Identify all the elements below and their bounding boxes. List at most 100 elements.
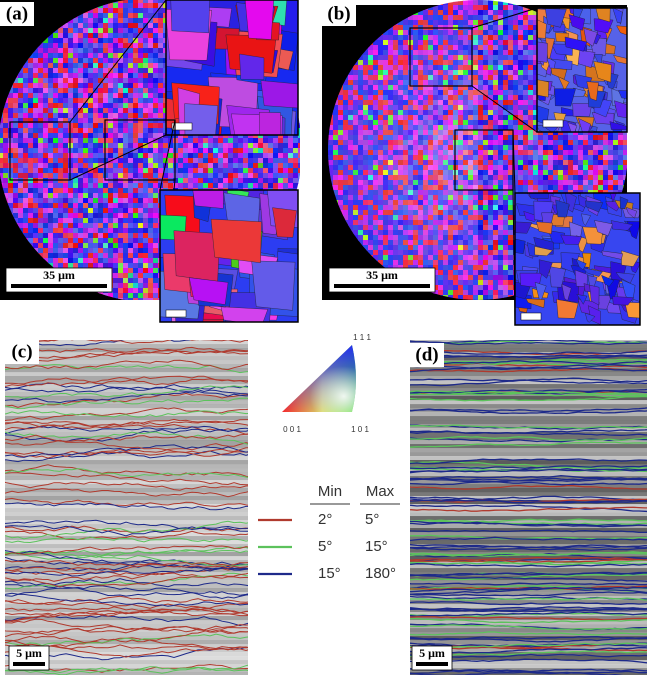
grain (108, 253, 114, 259)
grain (483, 0, 489, 6)
grain (93, 123, 99, 129)
grain (48, 128, 54, 134)
grain (113, 243, 119, 249)
grain (273, 173, 279, 179)
grain (83, 203, 89, 209)
grain (98, 213, 104, 219)
grain (133, 218, 139, 224)
grain (88, 53, 94, 59)
grain (143, 48, 149, 54)
grain (473, 60, 479, 66)
grain (273, 168, 279, 174)
grain (68, 83, 74, 89)
grain (128, 168, 134, 174)
grain (133, 13, 139, 19)
grain (118, 38, 124, 44)
grain (123, 33, 129, 39)
grain (363, 90, 369, 96)
grain (28, 123, 34, 129)
grain (63, 253, 69, 259)
grain (488, 40, 494, 46)
grain (118, 133, 124, 139)
grain (523, 25, 529, 31)
grain (443, 65, 449, 71)
grain (193, 133, 199, 139)
grain (0, 153, 4, 159)
grain (243, 133, 249, 139)
grain (458, 85, 464, 91)
grain (493, 25, 499, 31)
grain (448, 5, 454, 11)
grain (48, 48, 54, 54)
grain (128, 208, 134, 214)
grain (123, 233, 129, 239)
grain (38, 143, 44, 149)
grain (73, 218, 79, 224)
grain (33, 128, 39, 134)
grain (423, 20, 429, 26)
grain (38, 78, 44, 84)
grain (108, 8, 114, 14)
grain (68, 88, 74, 94)
grain (148, 33, 154, 39)
grain (63, 183, 69, 189)
grain (23, 178, 29, 184)
grain (113, 223, 119, 229)
grain (473, 0, 479, 6)
grain (63, 93, 69, 99)
grain (48, 168, 54, 174)
grain (163, 153, 169, 159)
grain (103, 138, 109, 144)
grain (133, 213, 139, 219)
grain (93, 23, 99, 29)
grain (83, 18, 89, 24)
grain (528, 40, 534, 46)
grain (63, 258, 69, 264)
grain (388, 85, 394, 91)
grain (8, 188, 14, 194)
grain (268, 143, 274, 149)
grain (128, 128, 134, 134)
grain (128, 268, 134, 274)
grain (88, 58, 94, 64)
grain (53, 128, 59, 134)
grain (183, 173, 189, 179)
grain (23, 68, 29, 74)
grain (338, 95, 344, 101)
grain (463, 30, 469, 36)
grain (138, 233, 144, 239)
grain (93, 173, 99, 179)
grain (128, 68, 134, 74)
grain (48, 78, 54, 84)
grain (368, 70, 374, 76)
grain (368, 0, 374, 6)
grain (138, 153, 144, 159)
grain (533, 75, 539, 81)
grain (508, 10, 514, 16)
grain (353, 80, 359, 86)
grain (73, 18, 79, 24)
grain (68, 98, 74, 104)
grain (98, 98, 104, 104)
grain (213, 133, 219, 139)
grain (133, 193, 139, 199)
grain (428, 75, 434, 81)
grain (298, 3, 300, 9)
grain (298, 223, 300, 229)
grain (413, 75, 419, 81)
grain (148, 243, 154, 249)
grain (63, 88, 69, 94)
grain (298, 38, 300, 44)
grain (403, 0, 409, 6)
grain (153, 143, 159, 149)
grain (98, 183, 104, 189)
grain (158, 98, 164, 104)
grain (48, 178, 54, 184)
grain (128, 73, 134, 79)
grain (438, 80, 444, 86)
grain (503, 90, 509, 96)
grain (83, 193, 89, 199)
grain (153, 98, 159, 104)
grain (193, 178, 199, 184)
grain (118, 208, 124, 214)
